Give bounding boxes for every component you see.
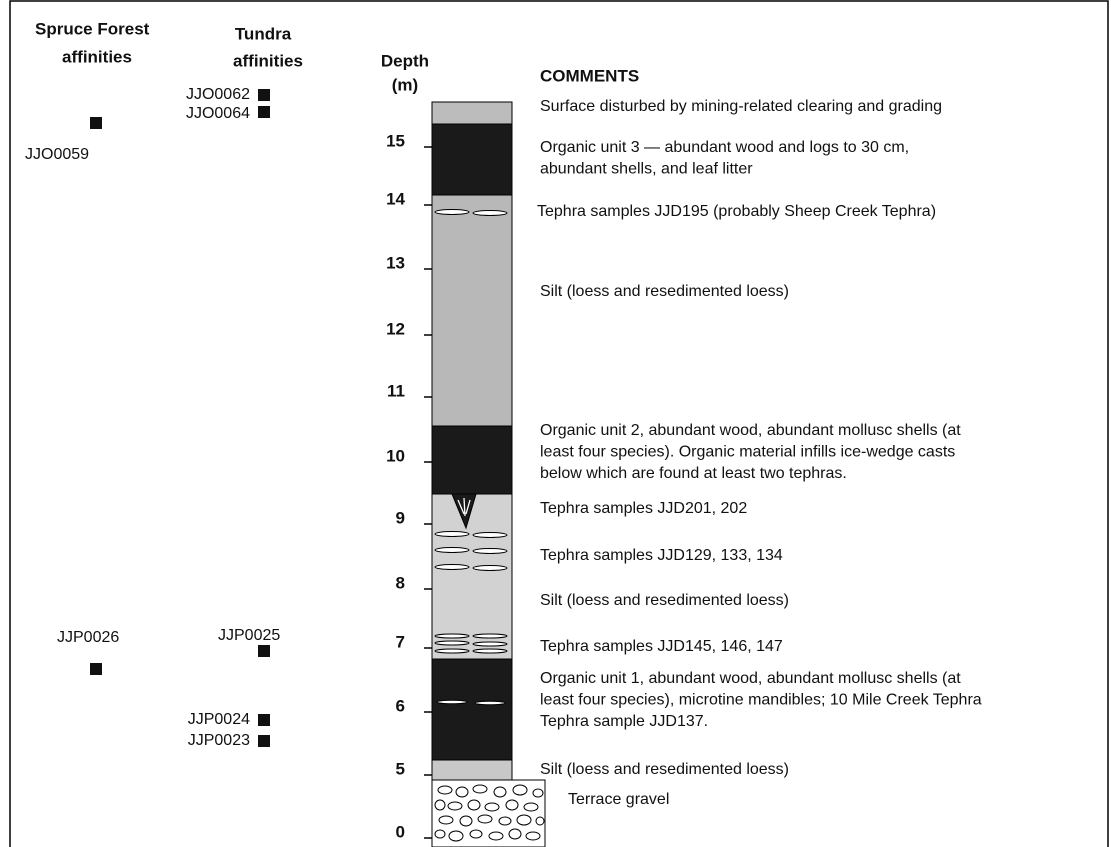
depth-label: 13: [386, 253, 405, 272]
comment-line: Tephra samples JJD201, 202: [540, 500, 747, 517]
comment-line: Organic unit 1, abundant wood, abundant …: [540, 670, 961, 687]
spruce-subtitle: affinities: [62, 47, 132, 66]
sample-label: JJO0062: [186, 86, 250, 103]
sample-marker: [258, 645, 270, 657]
depth-label: 7: [396, 632, 405, 651]
depth-label: 12: [386, 319, 405, 338]
depth-label: 6: [396, 696, 405, 715]
comment-line: least four species). Organic material in…: [540, 444, 955, 461]
comment-line: Silt (loess and resedimented loess): [540, 761, 789, 778]
depth-label: 14: [386, 189, 405, 208]
comment-line: Surface disturbed by mining-related clea…: [540, 98, 942, 115]
depth-label: 10: [386, 446, 405, 465]
comment-line: Silt (loess and resedimented loess): [540, 283, 789, 300]
surface-unit: [432, 102, 512, 124]
sample-label: JJP0026: [57, 629, 119, 646]
silt-unit: [432, 760, 512, 780]
stratigraphic-figure: Spruce Forest affinities Tundra affiniti…: [0, 0, 1111, 847]
comment-line: Tephra samples JJD195 (probably Sheep Cr…: [537, 203, 936, 220]
sample-marker: [258, 89, 270, 101]
sample-marker: [258, 714, 270, 726]
sample-marker: [90, 117, 102, 129]
silt-unit: [432, 195, 512, 426]
comment-line: Tephra samples JJD129, 133, 134: [540, 547, 783, 564]
depth-label: 15: [386, 131, 405, 150]
depth-unit: (m): [392, 75, 418, 94]
sample-label: JJO0059: [25, 146, 89, 163]
comment-line: Organic unit 3 — abundant wood and logs …: [540, 139, 909, 156]
depth-label: 0: [396, 822, 405, 841]
sample-label: JJP0023: [188, 732, 250, 749]
sample-label: JJO0064: [186, 105, 250, 122]
comment-line: Tephra sample JJD137.: [540, 713, 708, 730]
sample-label: JJP0025: [218, 627, 280, 644]
sample-marker: [258, 106, 270, 118]
comments-title: COMMENTS: [540, 66, 639, 85]
organic-unit: [432, 124, 512, 195]
depth-title: Depth: [381, 51, 429, 70]
depth-label: 11: [387, 381, 405, 400]
sample-marker: [90, 663, 102, 675]
depth-label: 8: [396, 573, 405, 592]
column: [432, 102, 545, 847]
organic-unit: [432, 659, 512, 760]
depth-label: 5: [396, 759, 405, 778]
tundra-subtitle: affinities: [233, 51, 303, 70]
comment-line: Organic unit 2, abundant wood, abundant …: [540, 422, 961, 439]
spruce-title: Spruce Forest: [35, 19, 150, 38]
depth-label: 9: [396, 508, 405, 527]
sample-marker: [258, 735, 270, 747]
organic-unit: [432, 426, 512, 494]
comment-line: Tephra samples JJD145, 146, 147: [540, 638, 783, 655]
sample-label: JJP0024: [188, 711, 250, 728]
comment-line: abundant shells, and leaf litter: [540, 161, 753, 178]
comment-line: least four species), microtine mandibles…: [540, 692, 982, 709]
tundra-title: Tundra: [235, 24, 292, 43]
comment-line: Terrace gravel: [568, 791, 669, 808]
comment-line: Silt (loess and resedimented loess): [540, 592, 789, 609]
comment-line: below which are found at least two tephr…: [540, 465, 847, 482]
